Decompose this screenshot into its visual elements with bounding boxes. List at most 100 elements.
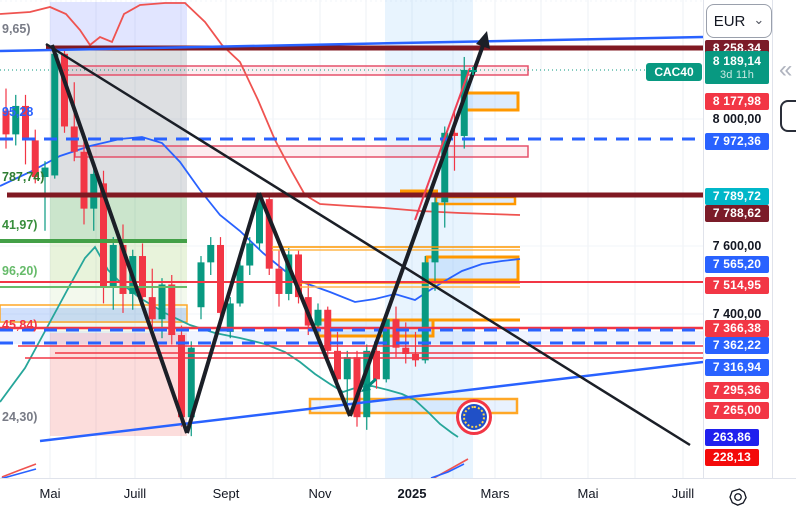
time-axis-label: Sept (212, 486, 240, 501)
candle-body (148, 297, 156, 320)
candle-body (295, 254, 302, 298)
price-label-value: 7 788,62 (712, 206, 762, 220)
gear-icon (729, 488, 747, 506)
candle-body (80, 151, 88, 209)
candle-body (158, 284, 166, 320)
candle-body (343, 357, 351, 380)
candle-body (382, 319, 390, 380)
candle-body (363, 350, 371, 418)
price-level-label[interactable]: 7 362,22 (705, 336, 769, 354)
candle-body (431, 202, 439, 263)
time-axis-label: Mars (480, 486, 510, 501)
candle-body (187, 347, 195, 418)
candle-body (412, 353, 419, 361)
highlight-band (50, 242, 187, 283)
price-label-value: 7 565,20 (712, 257, 762, 271)
indicator-stub (430, 463, 465, 478)
candle-body (41, 167, 49, 178)
highlight-band (50, 47, 187, 195)
indicator-stub (1, 463, 37, 478)
indicator-stub (0, 468, 37, 478)
candle-body (236, 265, 244, 304)
trendline (185, 192, 261, 434)
candle-body (197, 262, 205, 308)
candle-body (12, 105, 20, 135)
price-label-value: 8 177,98 (712, 94, 762, 108)
price-level-label[interactable]: 7 514,95 (705, 276, 769, 294)
price-label-value: 7 514,95 (712, 278, 762, 292)
candle-body (324, 309, 332, 351)
candle-body (441, 132, 449, 203)
candle-body (402, 347, 410, 354)
price-label-value: 7 366,38 (712, 321, 762, 335)
price-level-label[interactable]: 7 788,62 (705, 204, 769, 222)
price-level-label[interactable]: 7 972,36 (705, 132, 769, 150)
trend-arrowhead (476, 31, 490, 49)
zone-box (0, 304, 188, 323)
candle-body (256, 199, 263, 244)
price-level-label[interactable]: 7 316,94 (705, 358, 769, 376)
candle-body (207, 244, 215, 263)
candle-body (139, 256, 146, 298)
price-label-value: 7 362,22 (712, 338, 762, 352)
candle-body (421, 262, 429, 361)
candle-body (168, 284, 176, 336)
price-scale[interactable]: 8 258,34 8 189,14 3d 11h 8 177,98 8 000,00 7 … (703, 0, 773, 478)
candle-body (2, 110, 10, 135)
price-tick: 8 000,00 (712, 112, 762, 126)
time-axis-label: Mai (39, 486, 61, 501)
candle-body (31, 140, 39, 178)
price-label-value: 7 789,72 (712, 189, 762, 203)
time-axis-label: Nov (308, 486, 332, 501)
time-axis[interactable]: Mai Juill Sept Nov 2025 Mars Mai Juill (0, 478, 796, 522)
price-level-label[interactable]: 7 265,00 (705, 401, 769, 419)
candle-body (373, 350, 380, 380)
price-level-label[interactable]: 8 189,14 3d 11h (705, 51, 769, 84)
candle-body (217, 244, 224, 313)
time-axis-label: Juill (123, 486, 147, 501)
price-label-value: 7 265,00 (712, 403, 762, 417)
chevron-down-icon: ⌄ (753, 12, 765, 27)
collapse-panel-tab[interactable]: « (779, 56, 793, 83)
price-level-label[interactable]: 8 177,98 (705, 92, 769, 110)
price-level-label[interactable]: 228,13 (705, 448, 759, 466)
trendline (414, 67, 471, 221)
candle-body (61, 53, 68, 127)
price-level-label[interactable]: 7 565,20 (705, 255, 769, 273)
time-axis-label: Mai (577, 486, 599, 501)
time-axis-label: 2025 (397, 486, 427, 501)
eu-flag-stars (462, 405, 486, 429)
trendline (348, 36, 488, 417)
price-level-label[interactable]: 7 366,38 (705, 319, 769, 337)
zone-box (464, 91, 520, 112)
price-tick: 7 600,00 (712, 239, 762, 253)
price-label-value: 7 972,36 (712, 134, 762, 148)
candle-body (109, 244, 117, 288)
candle-body (90, 173, 98, 209)
trendline (45, 42, 691, 447)
bar-countdown: 3d 11h (719, 68, 755, 81)
price-label-value: 7 316,94 (712, 360, 762, 374)
candle-body (334, 350, 341, 380)
candle-body (265, 199, 273, 269)
zone-box (74, 145, 529, 158)
price-label-value: 228,13 (713, 450, 751, 464)
settings-button[interactable] (722, 481, 754, 513)
price-level-label[interactable]: 7 295,36 (705, 381, 769, 399)
price-level-label[interactable]: 263,86 (705, 428, 759, 446)
price-label-value: 7 295,36 (712, 383, 762, 397)
eu-flag-disc (461, 404, 487, 430)
annotation-arrowhead (361, 383, 371, 392)
trendline (257, 192, 352, 417)
eu-flag-stamp[interactable] (456, 399, 492, 435)
currency-selector-button[interactable]: EUR ⌄ (706, 4, 772, 38)
highlight-band (50, 2, 187, 47)
currency-label: EUR (713, 12, 746, 30)
price-level-label[interactable]: 7 789,72 (705, 187, 769, 205)
candle-body (119, 244, 127, 294)
symbol-price-flag: CAC40 (646, 63, 702, 81)
candle-body (100, 183, 107, 288)
trendline (50, 44, 189, 434)
candle-body (451, 132, 458, 136)
chart-canvas[interactable]: 9,65) 95,28 787,74) 41,97) 96,20) 45,84) 24,30… (0, 0, 703, 478)
